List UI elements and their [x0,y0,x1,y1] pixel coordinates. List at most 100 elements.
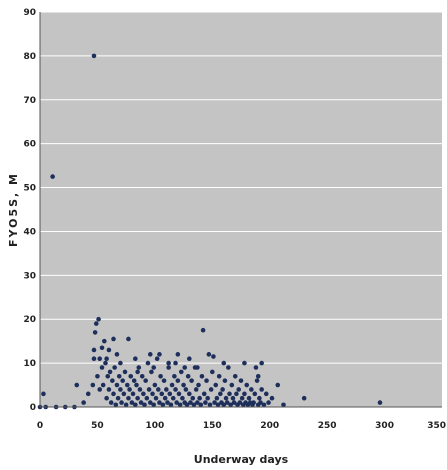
data-point [142,402,147,408]
data-point [244,382,250,388]
data-point [131,378,137,383]
data-point [169,382,175,388]
data-point [105,373,111,379]
data-point [237,400,243,405]
data-point [218,391,223,397]
data-point [195,400,200,405]
data-point [104,395,109,401]
data-point [190,395,196,401]
data-point [181,382,186,388]
y-tick-label: 30 [23,271,36,281]
data-point [124,382,130,388]
data-point [224,400,230,405]
data-point [138,400,144,405]
data-point [196,382,201,388]
data-point [104,356,109,362]
data-point [236,387,242,392]
data-point [137,387,143,392]
data-point [215,402,221,408]
data-point [133,356,138,362]
data-point [143,378,148,383]
data-point [165,400,170,405]
data-point [135,369,140,375]
data-point [110,378,115,383]
data-point [85,391,91,397]
data-point [81,400,86,405]
data-point [206,352,212,357]
data-point [252,391,258,397]
y-tick-label: 50 [23,184,36,194]
data-point [259,360,264,366]
data-point [187,391,192,397]
data-point [149,369,154,375]
data-point [91,53,97,59]
data-point [133,402,138,408]
data-point [253,365,259,370]
data-point [102,338,107,344]
data-point [234,391,239,397]
data-point [151,402,157,408]
data-point [93,321,99,326]
data-point [135,395,140,401]
data-point [100,382,106,388]
data-point [254,378,260,383]
data-point [232,373,238,379]
data-point [263,391,269,397]
data-point [258,400,263,405]
data-point [166,360,171,366]
data-point [99,345,105,351]
data-point [281,402,286,408]
data-point [150,391,155,397]
y-tick-label: 80 [23,52,36,62]
data-point [152,382,158,388]
data-point [175,378,181,383]
data-point [113,402,119,408]
data-point [187,356,192,362]
x-tick-label: 300 [375,421,394,431]
data-points [37,53,383,410]
x-axis-label: Underway days [194,453,289,466]
data-point [191,402,197,408]
data-point [185,373,191,379]
data-point [246,395,252,401]
data-point [177,402,183,408]
data-point [126,336,131,342]
data-point [175,352,181,357]
data-point [128,373,134,379]
data-point [167,391,173,397]
data-point [114,382,120,388]
data-point [119,400,124,405]
data-point [229,382,235,388]
plot-background [40,12,442,407]
data-point [97,356,103,362]
y-axis-label: FYO5S, M [7,172,20,247]
x-tick-label: 100 [145,421,164,431]
data-point [377,400,383,405]
data-point [50,174,55,179]
y-tick-label: 40 [23,227,36,237]
data-point [200,327,206,333]
data-point [227,391,232,397]
data-point [153,395,159,401]
data-point [147,352,153,357]
data-point [195,365,200,370]
data-point [269,395,275,401]
data-point [183,387,189,392]
data-point [266,400,271,405]
data-point [115,395,121,401]
data-point [127,387,132,392]
data-point [90,382,96,388]
data-point [166,365,171,370]
data-point [174,400,179,405]
data-point [261,402,267,408]
data-point [99,365,105,370]
data-point [178,369,184,375]
data-point [216,373,222,379]
data-point [103,360,108,366]
data-point [161,378,167,383]
data-point [222,378,228,383]
data-point [146,387,152,392]
data-point [203,400,208,405]
data-point [144,395,150,401]
data-point [157,352,162,357]
